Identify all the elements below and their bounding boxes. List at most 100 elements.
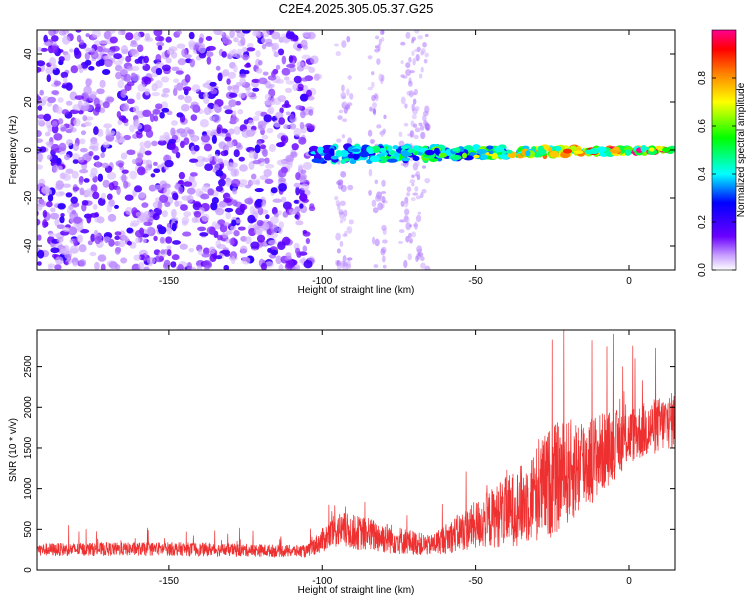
heatmap-cell [160, 93, 170, 98]
heatmap-cell [311, 158, 321, 163]
heatmap-cell [89, 212, 100, 218]
heatmap-cell [181, 195, 191, 201]
heatmap-cell [50, 207, 56, 213]
heatmap-cell [270, 232, 278, 238]
heatmap-cell [189, 172, 198, 177]
heatmap-cell [164, 201, 171, 208]
heatmap-cell [294, 264, 301, 270]
heatmap-cell [420, 51, 425, 56]
heatmap-cell [261, 134, 269, 140]
heatmap-cell [116, 185, 121, 195]
heatmap-cell [37, 152, 44, 161]
heatmap-cell [244, 63, 252, 68]
heatmap-cell [302, 229, 308, 234]
heatmap-cell [343, 209, 348, 217]
heatmap-cell [213, 104, 219, 110]
heatmap-cell [102, 48, 112, 53]
heatmap-cell [51, 120, 58, 128]
heatmap-cell [202, 259, 212, 268]
heatmap-cell [45, 201, 53, 208]
heatmap-cell [284, 255, 293, 262]
heatmap-cell [173, 66, 180, 71]
heatmap-cell [336, 138, 342, 143]
heatmap-cell [184, 95, 192, 104]
heatmap-cell [342, 261, 348, 267]
heatmap-cell [180, 204, 188, 211]
heatmap-cell [417, 211, 421, 215]
heatmap-cell [297, 164, 304, 170]
heatmap-cell [59, 191, 65, 196]
heatmap-cell [241, 30, 251, 34]
heatmap-cell [347, 137, 353, 145]
heatmap-cell [420, 256, 425, 262]
heatmap-cell [72, 216, 82, 224]
heatmap-cell [417, 248, 423, 253]
heatmap-cell [337, 182, 344, 190]
heatmap-cell [445, 148, 452, 156]
heatmap-cell [215, 207, 225, 216]
heatmap-cell [139, 212, 149, 222]
heatmap-cell [205, 130, 213, 136]
heatmap-cell [285, 259, 295, 269]
heatmap-cell [176, 43, 186, 49]
heatmap-cell [176, 30, 182, 35]
heatmap-cell [225, 238, 231, 244]
heatmap-cell [204, 163, 214, 172]
heatmap-cell [193, 210, 202, 218]
heatmap-cell [181, 216, 190, 225]
heatmap-cell [81, 199, 89, 206]
heatmap-cell [177, 264, 184, 270]
heatmap-cell [420, 192, 424, 199]
heatmap-cell [163, 187, 171, 197]
heatmap-cell [283, 76, 290, 81]
heatmap-cell [79, 187, 85, 196]
heatmap-cell [224, 207, 234, 213]
heatmap-cell [120, 152, 128, 160]
colorbar-tick-label: 0.8 [697, 71, 708, 85]
heatmap-cell [298, 136, 307, 145]
heatmap-cell [43, 41, 53, 47]
heatmap-cell [339, 200, 346, 207]
heatmap-cell [78, 176, 84, 186]
heatmap-cell [562, 148, 573, 154]
heatmap-cell [270, 224, 279, 233]
heatmap-cell [70, 65, 79, 74]
heatmap-cell [107, 213, 117, 222]
heatmap-cell [97, 197, 106, 206]
heatmap-cell [379, 30, 385, 36]
heatmap-cell [124, 194, 134, 201]
heatmap-cell [79, 169, 89, 174]
heatmap-cell [264, 178, 274, 184]
heatmap-cell [410, 197, 416, 202]
heatmap-cell [346, 88, 350, 96]
heatmap-cell [267, 247, 272, 253]
heatmap-cell [172, 87, 178, 97]
heatmap-cell [400, 200, 405, 207]
heatmap-cell [293, 127, 302, 137]
heatmap-cell [225, 230, 233, 235]
figure-title: C2E4.2025.305.05.37.G25 [279, 1, 434, 16]
heatmap-cell [420, 132, 425, 140]
heatmap-cell [232, 85, 240, 94]
heatmap-cell [347, 184, 354, 191]
x-tick-label: -50 [468, 276, 483, 287]
heatmap-cell [65, 168, 74, 174]
heatmap-cell [141, 202, 149, 208]
heatmap-cell [289, 123, 297, 130]
heatmap-cell [256, 30, 262, 39]
heatmap-cell [374, 238, 380, 247]
heatmap-cell [183, 181, 193, 187]
heatmap-cell [293, 199, 300, 204]
heatmap-cell [373, 264, 379, 269]
heatmap-cell [155, 35, 164, 42]
heatmap-cell [47, 124, 53, 133]
heatmap-cell [57, 97, 64, 103]
heatmap-cell [143, 266, 150, 270]
heatmap-cell [280, 135, 287, 142]
heatmap-cell [342, 118, 348, 123]
heatmap-cell [275, 255, 282, 265]
heatmap-cell [412, 155, 420, 162]
heatmap-cell [57, 118, 64, 125]
heatmap-cell [217, 158, 224, 165]
heatmap-cell [376, 124, 382, 129]
